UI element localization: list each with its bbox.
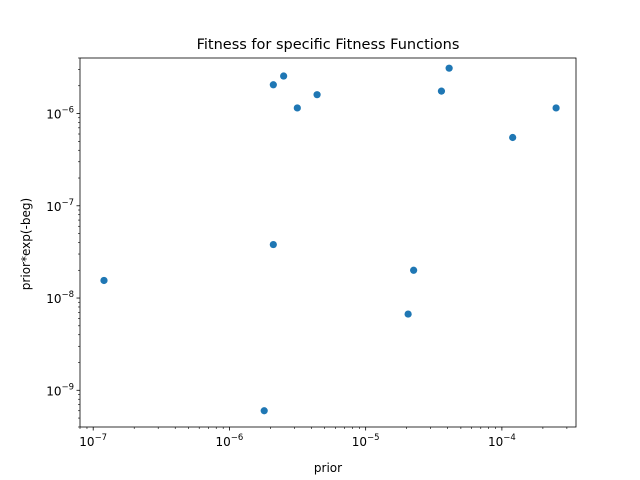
y-tick-label: 10−7 — [46, 198, 74, 214]
data-point — [445, 64, 453, 72]
data-point — [269, 81, 277, 89]
y-tick-label: 10−9 — [46, 382, 74, 398]
y-tick-label: 10−8 — [46, 290, 74, 306]
axis-ticks: 10−7 10−6 10−5 10−4 10−9 10−8 10−7 10−6 — [46, 57, 568, 449]
y-tick-label: 10−6 — [46, 106, 74, 122]
data-point — [509, 133, 517, 142]
y-axis-label: prior*exp(-beg) — [19, 198, 33, 290]
x-axis-label: prior — [314, 461, 342, 475]
data-point — [552, 104, 560, 112]
data-point — [313, 91, 321, 99]
x-tick-label: 10−6 — [216, 433, 244, 449]
data-point — [410, 266, 418, 274]
x-tick-label: 10−4 — [488, 433, 516, 449]
data-point — [280, 72, 288, 80]
data-point — [293, 104, 301, 112]
data-point — [260, 407, 268, 415]
data-point — [437, 87, 446, 95]
data-point — [100, 276, 108, 285]
x-tick-label: 10−5 — [352, 433, 380, 449]
x-tick-label: 10−7 — [79, 433, 107, 449]
chart-title: Fitness for specific Fitness Functions — [197, 37, 460, 53]
data-points — [100, 64, 560, 415]
plot-frame — [79, 57, 577, 428]
data-point — [404, 310, 412, 318]
data-point — [269, 240, 277, 249]
